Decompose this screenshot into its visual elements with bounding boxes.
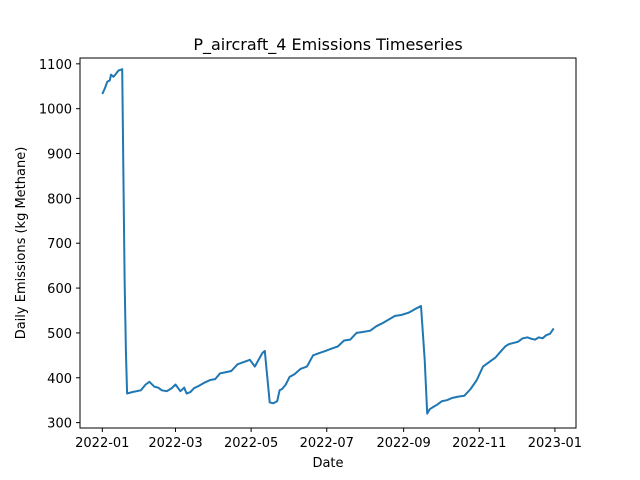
x-tick-label-3: 2022-07 [300, 436, 354, 451]
y-tick-label-5: 800 [47, 192, 72, 207]
x-axis-label: Date [312, 456, 343, 471]
y-axis-ticks: 300 400 500 600 700 800 900 1000 1100 [39, 58, 80, 432]
y-tick-label-6: 900 [47, 148, 72, 163]
x-tick-label-2: 2022-05 [224, 436, 278, 451]
x-tick-label-0: 2022-01 [75, 436, 129, 451]
emissions-series-line [101, 68, 555, 415]
x-axis-ticks: 2022-01 2022-03 2022-05 2022-07 2022-09 2022-… [75, 428, 582, 451]
y-axis-label: Daily Emissions (kg Methane) [14, 147, 29, 340]
chart-title: P_aircraft_4 Emissions Timeseries [193, 35, 462, 55]
y-tick-label-3: 600 [47, 282, 72, 297]
x-tick-label-6: 2023-01 [528, 436, 582, 451]
x-tick-label-5: 2022-11 [452, 436, 506, 451]
y-tick-label-8: 1100 [39, 58, 72, 73]
x-tick-label-1: 2022-03 [148, 436, 202, 451]
plot-area [101, 68, 555, 415]
y-tick-label-4: 700 [47, 237, 72, 252]
x-tick-label-4: 2022-09 [376, 436, 430, 451]
y-tick-label-0: 300 [47, 417, 72, 432]
y-tick-label-2: 500 [47, 327, 72, 342]
y-tick-label-1: 400 [47, 372, 72, 387]
y-tick-label-7: 1000 [39, 103, 72, 118]
